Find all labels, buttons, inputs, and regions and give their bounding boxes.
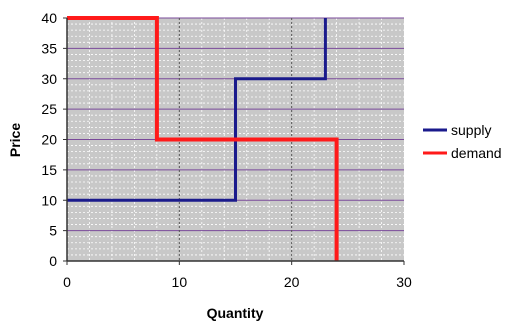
series-line-supply — [67, 18, 327, 202]
x-tick-label: 0 — [63, 274, 71, 290]
y-tick-label: 20 — [41, 132, 57, 148]
legend: supply demand — [418, 116, 514, 166]
x-tick-label: 10 — [172, 274, 188, 290]
y-tick-label: 35 — [41, 40, 57, 56]
y-tick-label: 30 — [41, 71, 57, 87]
y-tick-label: 5 — [49, 223, 57, 239]
x-tick-label: 30 — [396, 274, 412, 290]
legend-label-supply: supply — [451, 122, 491, 138]
x-tick-label: 20 — [284, 274, 300, 290]
legend-box — [418, 116, 514, 166]
y-tick-label: 40 — [41, 10, 57, 26]
series-line-demand — [67, 16, 339, 261]
y-tick-label: 15 — [41, 162, 57, 178]
y-tick-label: 25 — [41, 101, 57, 117]
y-axis-title: Price — [7, 123, 23, 157]
x-axis-title: Quantity — [207, 305, 264, 321]
y-tick-label: 10 — [41, 192, 57, 208]
y-tick-label: 0 — [49, 253, 57, 269]
legend-label-demand: demand — [451, 145, 502, 161]
